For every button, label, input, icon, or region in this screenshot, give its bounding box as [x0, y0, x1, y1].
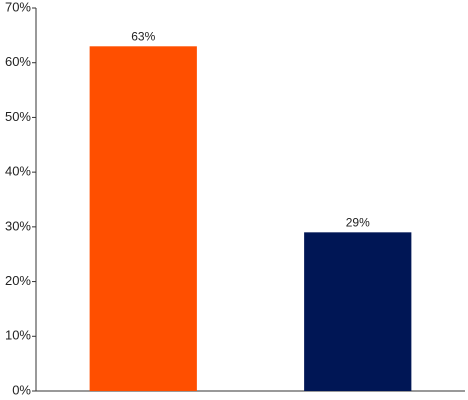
- bar: [89, 46, 197, 392]
- y-tick-label: 60%: [5, 54, 31, 69]
- y-tick-label: 30%: [5, 218, 31, 233]
- y-tick-label: 70%: [5, 0, 31, 14]
- y-tick-label: 20%: [5, 273, 31, 288]
- y-tick-label: 10%: [5, 328, 31, 343]
- bar: [304, 232, 412, 391]
- y-tick-label: 0%: [12, 382, 31, 397]
- y-tick-label: 50%: [5, 109, 31, 124]
- value-label: 63%: [131, 29, 155, 43]
- value-label: 29%: [346, 216, 370, 230]
- y-tick-label: 40%: [5, 164, 31, 179]
